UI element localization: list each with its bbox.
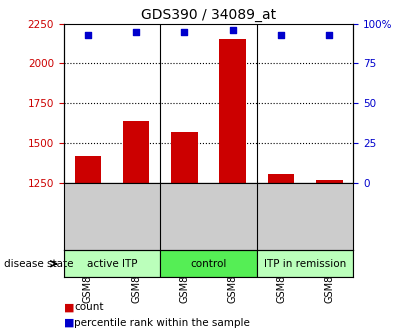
Bar xyxy=(74,156,101,183)
Text: ITP in remission: ITP in remission xyxy=(264,259,346,269)
Text: ■: ■ xyxy=(64,302,74,312)
Text: percentile rank within the sample: percentile rank within the sample xyxy=(74,318,250,328)
Bar xyxy=(257,250,353,277)
Text: count: count xyxy=(74,302,104,312)
Bar xyxy=(123,121,150,183)
Point xyxy=(85,32,91,37)
Bar xyxy=(171,132,198,183)
Point xyxy=(229,27,236,33)
Title: GDS390 / 34089_at: GDS390 / 34089_at xyxy=(141,8,276,23)
Bar xyxy=(64,250,160,277)
Bar xyxy=(160,250,257,277)
Point xyxy=(278,32,284,37)
Text: active ITP: active ITP xyxy=(87,259,137,269)
Point xyxy=(181,29,188,34)
Point xyxy=(326,32,332,37)
Bar xyxy=(268,174,294,183)
Bar xyxy=(316,180,343,183)
Text: disease state: disease state xyxy=(4,259,74,269)
Text: ■: ■ xyxy=(64,318,74,328)
Bar xyxy=(219,40,246,183)
Text: control: control xyxy=(190,259,227,269)
Point xyxy=(133,29,139,34)
